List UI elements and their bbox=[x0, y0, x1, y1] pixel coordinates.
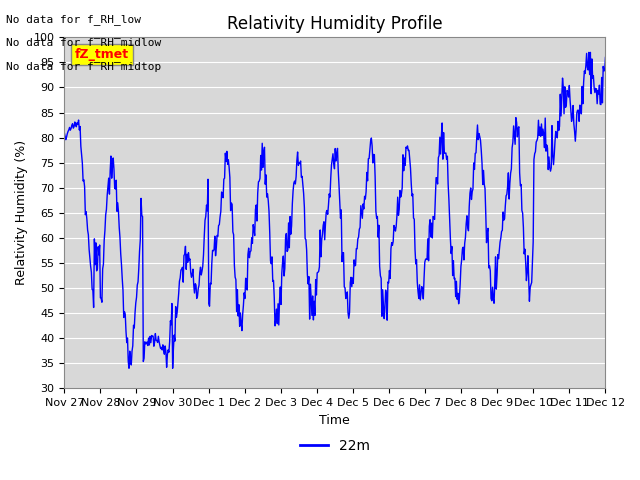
Text: fZ_tmet: fZ_tmet bbox=[75, 48, 129, 61]
Legend: 22m: 22m bbox=[294, 433, 375, 458]
Text: No data for f_RH_low: No data for f_RH_low bbox=[6, 14, 141, 25]
Y-axis label: Relativity Humidity (%): Relativity Humidity (%) bbox=[15, 140, 28, 286]
X-axis label: Time: Time bbox=[319, 414, 350, 427]
Title: Relativity Humidity Profile: Relativity Humidity Profile bbox=[227, 15, 443, 33]
Text: No data for f̅RH̅midtop: No data for f̅RH̅midtop bbox=[6, 62, 162, 72]
Text: No data for f̅RH̅midlow: No data for f̅RH̅midlow bbox=[6, 38, 162, 48]
